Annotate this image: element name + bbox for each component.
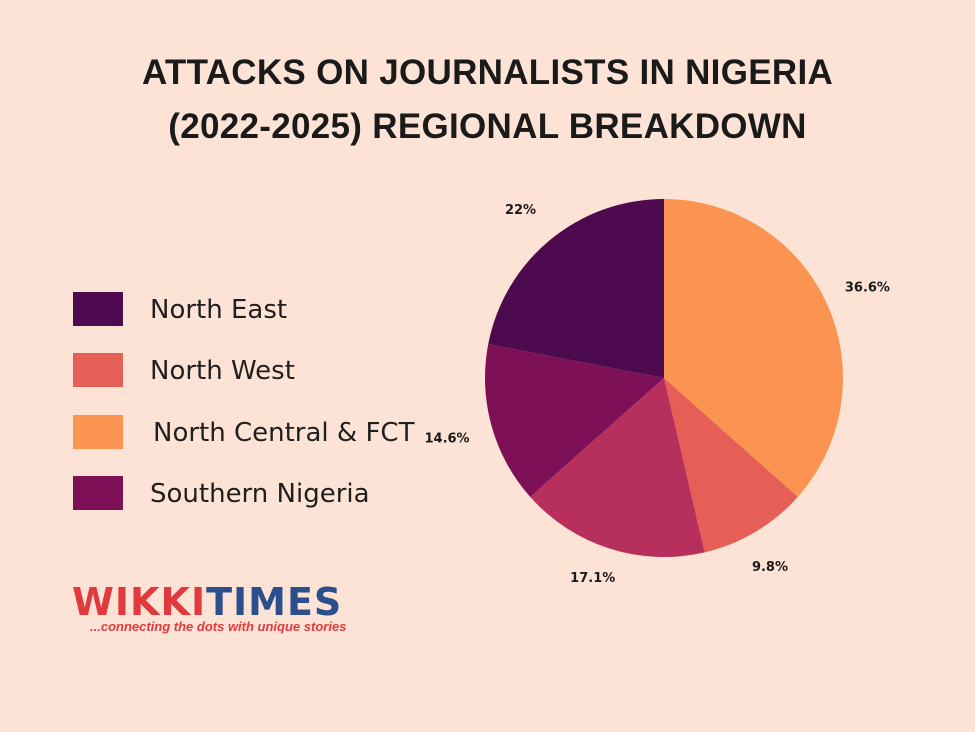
- legend-item-southern-nigeria: Southern Nigeria: [73, 476, 453, 512]
- pie-slice-2: [664, 378, 798, 553]
- legend-item-north-east: North East: [73, 292, 453, 328]
- chart-title: ATTACKS ON JOURNALISTS IN NIGERIA (2022-…: [0, 46, 975, 154]
- logo-wordmark: WIKKITIMES: [72, 582, 412, 622]
- chart-title-line-2: (2022-2025) REGIONAL BREAKDOWN: [168, 107, 807, 146]
- pie-slice-1: [664, 199, 843, 497]
- pie-slice-3: [530, 378, 705, 557]
- legend-item-north-central: North Central & FCT: [73, 415, 453, 451]
- logo-part-2: TIMES: [206, 580, 343, 624]
- legend-item-north-west: North West: [73, 353, 453, 389]
- legend-swatch-southern-nigeria: [73, 476, 123, 510]
- legend-label-southern-nigeria: Southern Nigeria: [150, 479, 370, 509]
- pie-slice-label-2: 9.8%: [752, 560, 788, 575]
- legend-label-north-west: North West: [150, 356, 295, 386]
- legend-swatch-north-west: [73, 353, 123, 387]
- wikkitimes-logo: WIKKITIMES ...connecting the dots with u…: [72, 582, 412, 642]
- pie-slice-label-3: 17.1%: [570, 571, 615, 586]
- pie-slice-5: [488, 199, 664, 378]
- legend-label-north-east: North East: [150, 295, 288, 325]
- pie-slice-4: [485, 344, 664, 497]
- pie-slice-label-4: 14.6%: [424, 432, 469, 447]
- legend-swatch-north-east: [73, 292, 123, 326]
- legend-label-north-central: North Central & FCT: [153, 418, 415, 448]
- logo-part-1: WIKKI: [72, 580, 207, 624]
- pie-slice-label-1: 36.6%: [845, 281, 890, 296]
- legend-swatch-north-central: [73, 415, 123, 449]
- chart-title-line-1: ATTACKS ON JOURNALISTS IN NIGERIA: [141, 53, 834, 92]
- logo-tagline: ...connecting the dots with unique stori…: [90, 619, 347, 634]
- pie-slice-label-5: 22%: [505, 203, 536, 218]
